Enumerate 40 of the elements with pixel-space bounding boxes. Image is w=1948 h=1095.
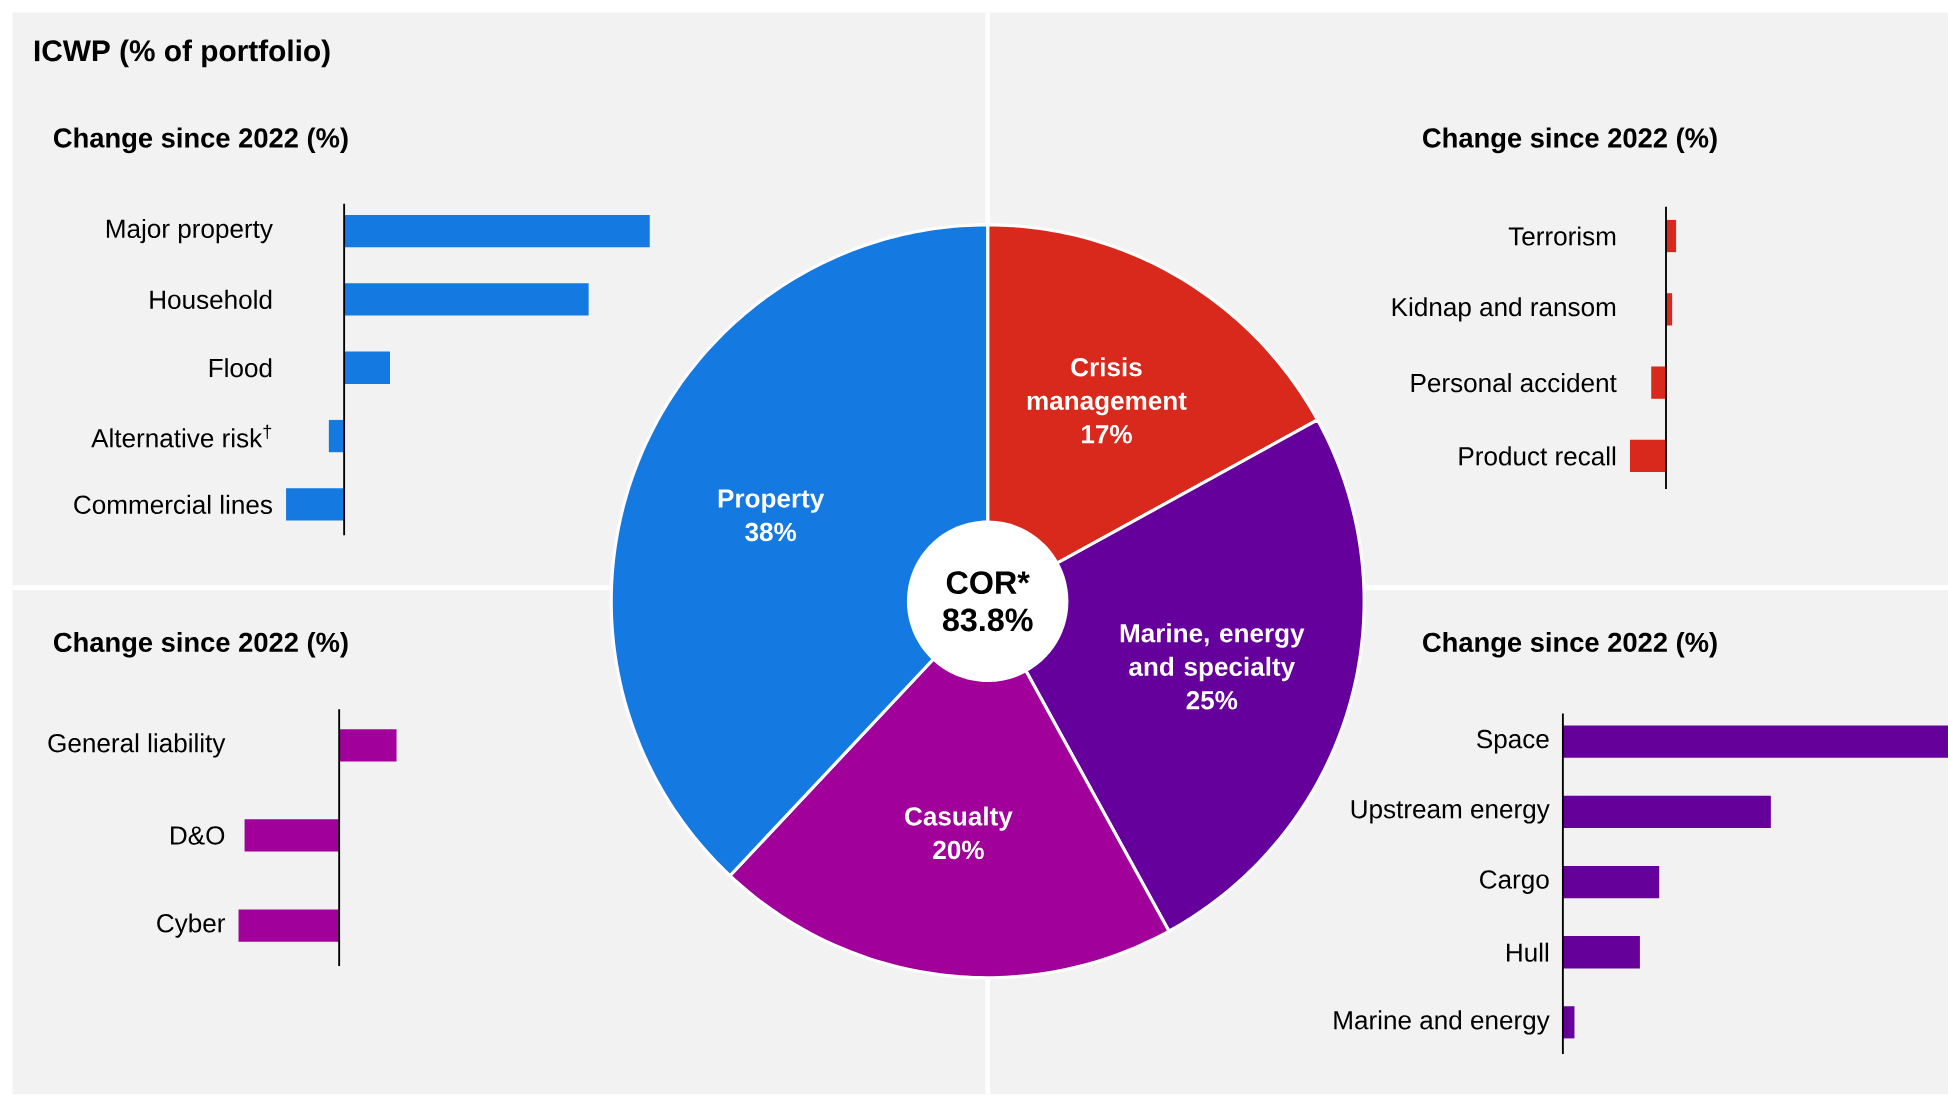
y-tick-label: Upstream energy [1351,800,1550,824]
chart-title: Change since 2022 (%) [53,127,348,154]
y-tick-label: Hull [1507,942,1549,963]
bar [286,488,345,521]
y-tick-label: Cyber [157,913,226,938]
y-tick-label: Product recall [1459,446,1616,466]
text: ICWP (% of portfolio) [34,39,330,68]
bar [1562,795,1771,829]
data-label: 25% [1186,691,1238,710]
chart-title: Change since 2022 (%) [53,632,348,658]
bar [344,351,390,385]
bar [344,283,589,316]
slice-label: Property [718,489,825,514]
y-tick-label: Alternative risk$^{†}$ [91,424,272,448]
bar [1562,866,1660,899]
y-tick-label: Terrorism [1508,226,1616,246]
y-tick-label: Commercial lines [74,495,272,515]
y-tick-label: Marine and energy [1334,1010,1550,1035]
y-tick-label: D&O [171,826,225,845]
y-tick-label: Major property [106,219,273,244]
y-tick-label: Personal accident [1411,373,1617,393]
chart-title: Change since 2022 (%) [1423,127,1717,154]
y-tick-label: Flood [209,358,272,378]
bar [1562,936,1640,969]
data-label: 20% [933,840,984,860]
slice-label: Crisis management [1027,357,1187,416]
y-tick-label: Household [150,290,272,310]
bar [344,215,650,248]
chart-title: Change since 2022 (%) [1423,632,1717,658]
bar [1562,725,1948,759]
slice-label: Marine, energy and specialty [1120,623,1305,682]
data-label: 17% [1082,425,1132,444]
y-tick-label: Kidnap and ransom [1392,297,1616,322]
y-tick-label: Space [1477,730,1549,754]
data-label: 38% [745,523,797,542]
y-tick-label: General liability [48,733,226,758]
slice-label: Casualty [905,806,1013,832]
bar [328,420,345,453]
text: COR* 83.8% [942,571,1033,632]
y-tick-label: Cargo [1480,870,1549,895]
